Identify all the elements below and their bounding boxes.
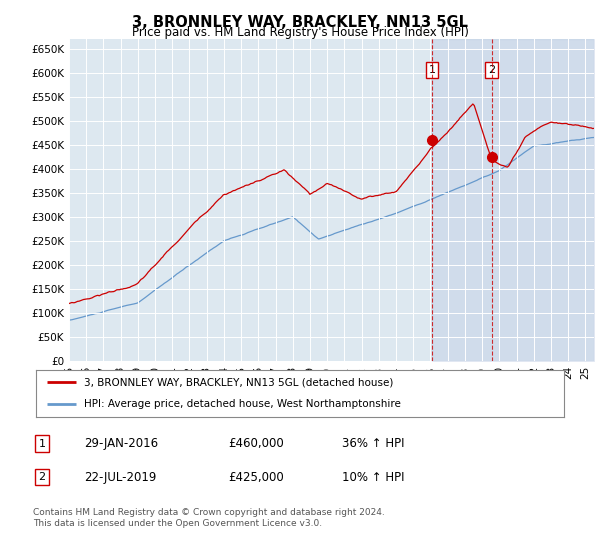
Text: 3, BRONNLEY WAY, BRACKLEY, NN13 5GL (detached house): 3, BRONNLEY WAY, BRACKLEY, NN13 5GL (det… [83, 377, 393, 388]
Text: £425,000: £425,000 [228, 470, 284, 484]
Text: 3, BRONNLEY WAY, BRACKLEY, NN13 5GL: 3, BRONNLEY WAY, BRACKLEY, NN13 5GL [132, 15, 468, 30]
Text: £460,000: £460,000 [228, 437, 284, 450]
Text: Price paid vs. HM Land Registry's House Price Index (HPI): Price paid vs. HM Land Registry's House … [131, 26, 469, 39]
Text: 1: 1 [428, 65, 436, 75]
Text: HPI: Average price, detached house, West Northamptonshire: HPI: Average price, detached house, West… [83, 399, 400, 409]
Text: 10% ↑ HPI: 10% ↑ HPI [342, 470, 404, 484]
Text: 2: 2 [488, 65, 496, 75]
Text: 29-JAN-2016: 29-JAN-2016 [84, 437, 158, 450]
Text: 36% ↑ HPI: 36% ↑ HPI [342, 437, 404, 450]
Text: 22-JUL-2019: 22-JUL-2019 [84, 470, 157, 484]
Text: Contains HM Land Registry data © Crown copyright and database right 2024.
This d: Contains HM Land Registry data © Crown c… [33, 508, 385, 528]
Text: 2: 2 [38, 472, 46, 482]
Text: 1: 1 [38, 438, 46, 449]
